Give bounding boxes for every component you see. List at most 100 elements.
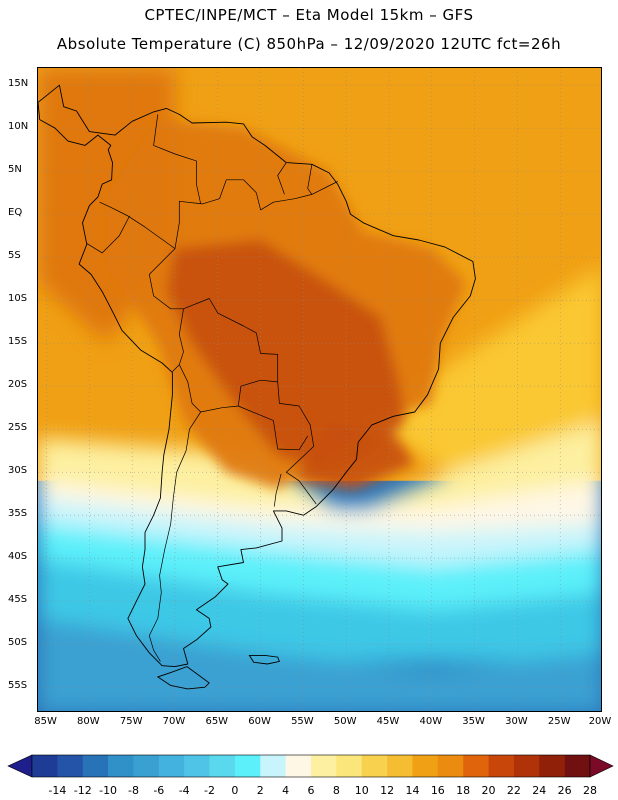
longitude-tick-label: 35W [462,716,485,727]
colorbar-segment [32,755,58,777]
colorbar-segment [361,755,388,777]
latitude-tick-label: 50S [8,637,28,649]
colorbar-tick-label: 6 [307,784,315,797]
colorbar-segment [412,755,439,777]
colorbar [7,754,614,778]
colorbar-segment [260,755,286,777]
colorbar-tick-label: 10 [354,784,369,797]
latitude-tick-label: 10N [8,121,29,133]
temperature-field [38,68,601,711]
colorbar-tick-label: 22 [506,784,521,797]
longitude-tick-label: 85W [34,716,57,727]
south-america-coastline [38,84,476,668]
border-colombia-peru [99,201,176,249]
latitude-tick-label: 45S [8,594,28,606]
longitude-tick-label: 20W [588,716,612,727]
colorbar-tick-label: 8 [332,784,340,797]
latitude-tick-label: 5N [8,164,22,176]
colorbar-segment [158,755,185,777]
border-paraguay-argentina [238,405,308,451]
colorbar-segment [285,755,312,777]
colorbar-tick-label: 28 [583,784,597,797]
latitude-tick-label: 30S [8,465,28,477]
longitude-tick-label: 65W [205,716,229,727]
title-line-1: CPTEC/INPE/MCT – Eta Model 15km – GFS [144,6,474,24]
longitude-tick-label: 50W [333,716,357,727]
latitude-tick-label: 35S [8,508,28,520]
temperature-map [37,67,602,712]
border-suriname-guiana [307,164,313,195]
title-line-2: Absolute Temperature (C) 850hPa – 12/09/… [56,35,562,53]
colorbar-over-arrow [589,754,614,778]
field-atlantic-low-warm [363,267,601,473]
border-ecuador-peru [86,215,130,254]
field-pale-yellow-band [38,370,601,533]
colorbar-segment [133,755,160,777]
colorbar-tick-label: -10 [99,784,118,797]
longitude-tick-label: 30W [505,716,528,727]
colorbar-tick-label: 0 [231,784,239,797]
colorbar-tick-label: 2 [256,784,264,797]
longitude-tick-label: 40W [419,716,443,727]
colorbar-segment [513,755,540,777]
latitude-tick-label: 55S [8,680,28,692]
longitude-tick-label: 75W [119,716,143,727]
field-plume-south [294,420,415,490]
tierra-del-fuego-coastline [156,666,210,690]
colorbar-segment [387,755,413,777]
border-bolivia-paraguay [200,379,278,413]
longitude-tick-label: 55W [291,716,314,727]
border-venezuela-colombia [153,114,202,204]
longitude-tick-label: 60W [248,716,271,727]
field-warm-core [166,240,407,473]
colorbar-segment [108,755,134,777]
colorbar-segment [311,755,337,777]
colorbar-under-arrow [7,754,33,778]
colorbar-tick-label: 16 [430,784,445,797]
longitude-tick-label: 45W [376,716,400,727]
latitude-tick-label: 10S [8,293,28,305]
colorbar-segment [184,755,210,777]
field-steel-band [38,618,601,711]
colorbar-segment [539,755,565,777]
colorbar-tick-label: 4 [282,784,290,797]
colorbar-segment [437,755,464,777]
latitude-tick-label: 25S [8,422,28,434]
longitude-tick-label: 25W [547,716,571,727]
colorbar-segment [234,755,261,777]
border-peru-bolivia [172,308,184,372]
colorbar-segment [463,755,489,777]
border-guianas [277,162,287,195]
colorbar-tick-label: -12 [73,784,92,797]
colorbar-tick-label: -6 [153,784,165,797]
colorbar-tick-label: -14 [48,784,67,797]
field-sky-band [38,558,601,662]
latitude-tick-label: 15N [8,78,29,90]
colorbar-tick-label: 14 [405,784,420,797]
colorbar-tick-label: 24 [532,784,547,797]
colorbar-segment [336,755,363,777]
latitude-tick-label: 15S [8,336,28,348]
colorbar-segment [82,755,109,777]
colorbar-tick-label: -8 [127,784,139,797]
border-chile-andes [148,364,202,662]
colorbar-segment [564,755,591,777]
colorbar-tick-label: 26 [557,784,572,797]
colorbar-tick-label: 12 [380,784,395,797]
latitude-tick-label: 40S [8,551,28,563]
colorbar-tick-label: -4 [178,784,190,797]
latitude-tick-label: 20S [8,379,28,391]
border-argentina-uruguay [273,473,282,507]
longitude-tick-label: 70W [162,716,186,727]
latitude-tick-label: EQ [8,207,23,219]
colorbar-segment [488,755,515,777]
colorbar-segment [209,755,236,777]
border-brazil-north [148,179,338,505]
longitude-tick-label: 80W [77,716,100,727]
falkland-islands-coastline [248,654,281,665]
latitude-tick-label: 5S [8,250,21,262]
colorbar-tick-label: -2 [204,784,216,797]
colorbar-segment [57,755,84,777]
colorbar-tick-label: 18 [456,784,471,797]
colorbar-tick-label: 20 [481,784,496,797]
